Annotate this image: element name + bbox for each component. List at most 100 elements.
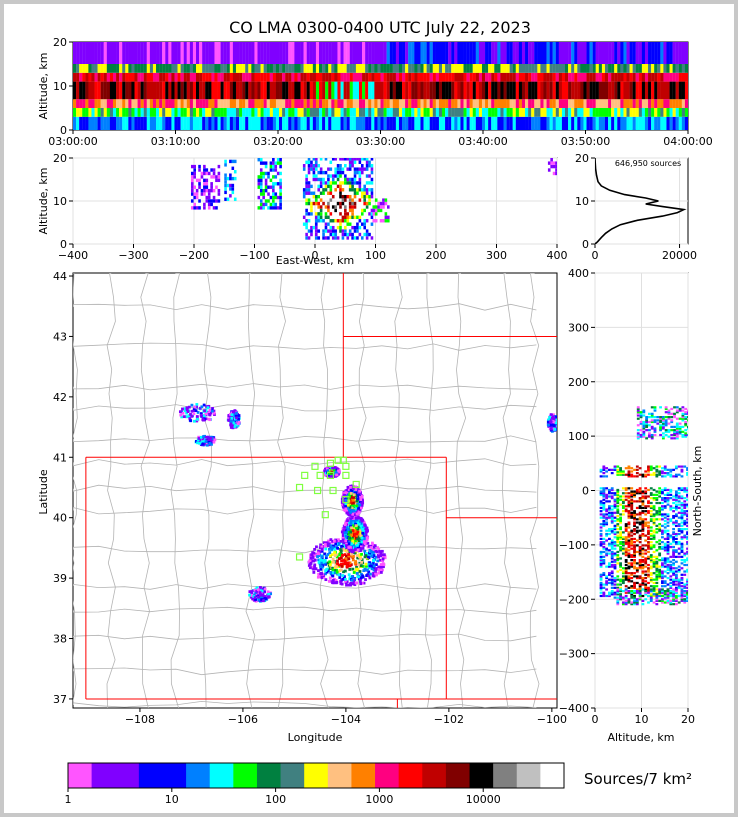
time-height-cell (466, 108, 470, 117)
time-height-cell (245, 64, 249, 73)
time-height-cell (454, 81, 458, 100)
time-height-cell (405, 81, 409, 100)
time-height-cell (592, 72, 596, 82)
ns-altitude-cell (610, 472, 614, 475)
plan-view-cell (334, 579, 338, 582)
county-line (73, 667, 537, 676)
time-height-cell (558, 81, 563, 100)
time-height-cell (242, 64, 246, 73)
ns-altitude-cell (686, 473, 688, 476)
time-height-cell (534, 42, 538, 64)
time-height-cell (586, 42, 590, 64)
time-height-cell (291, 99, 295, 108)
time-height-cell (429, 81, 433, 100)
time-height-cell (137, 116, 141, 130)
ew-altitude-cell (203, 171, 206, 176)
plan-view-cell (368, 576, 372, 580)
plan-view-cell (344, 505, 348, 509)
ns-altitude-cell (616, 472, 620, 475)
plan-view-cell (337, 573, 341, 577)
time-height-cell (76, 72, 80, 82)
ns-altitude-cell (681, 435, 685, 438)
ns-altitude-cell (653, 430, 657, 433)
ns-altitude-cell (653, 406, 657, 409)
time-height-cell (577, 116, 581, 130)
plan-view-cell (347, 511, 351, 514)
ns-altitude-cell (605, 475, 609, 478)
plan-view-cell (269, 592, 273, 596)
ns-altitude-cell (673, 437, 676, 440)
time-height-cell (435, 108, 440, 117)
time-height-cell (478, 99, 483, 108)
time-height-cell (528, 99, 532, 108)
time-height-cell (411, 72, 415, 82)
plan-view-cell (333, 571, 337, 575)
time-height-cell (248, 81, 252, 100)
time-height-cell (531, 108, 535, 117)
time-height-cell (669, 99, 673, 108)
time-height-cell (82, 108, 86, 117)
plan-view-cell (250, 595, 253, 599)
time-height-cell (208, 81, 212, 100)
ew-altitude-cell (363, 188, 366, 192)
ew-altitude-cell (193, 206, 196, 210)
ew-altitude-cell (374, 219, 378, 223)
ew-altitude-cell (198, 178, 201, 183)
time-height-cell (245, 108, 249, 117)
time-height-cell (73, 99, 77, 108)
time-height-cell (518, 108, 523, 117)
time-height-cell (438, 72, 443, 82)
time-height-cell (604, 108, 609, 117)
time-height-cell (291, 108, 295, 117)
ew-altitude-cell (358, 225, 362, 230)
time-height-cell (408, 99, 412, 108)
time-height-cell (162, 81, 166, 100)
ew-altitude-cell (272, 188, 275, 193)
plan-view-cell (209, 436, 213, 440)
time-height-cell (663, 108, 667, 117)
county-line (245, 273, 256, 708)
time-height-cell (174, 99, 178, 108)
plan-view-cell (199, 443, 203, 446)
time-height-cell (395, 64, 400, 73)
lma-station-marker (316, 471, 324, 479)
ew-altitude-cell (353, 236, 357, 240)
plan-view-ytick-label: 39 (53, 572, 67, 585)
time-height-cell (632, 72, 636, 82)
plan-view-cell (347, 573, 351, 577)
time-height-cell (352, 108, 357, 117)
plan-view-cell (344, 507, 348, 511)
time-height-cell (116, 116, 120, 130)
time-height-cell (109, 116, 114, 130)
ew-altitude-cell (339, 219, 342, 223)
time-height-cell (119, 81, 123, 100)
time-height-cell (365, 116, 369, 130)
time-height-cell (343, 42, 347, 64)
time-height-cell (648, 108, 652, 117)
plan-view-cell (324, 578, 328, 582)
ns-altitude-cell (645, 420, 649, 424)
plan-view-cell (552, 417, 555, 420)
ew-altitude-cell (356, 191, 359, 195)
plan-view-cell (371, 548, 375, 551)
ew-altitude-cell (329, 160, 333, 164)
time-height-cell (583, 64, 587, 73)
time-height-cell (122, 116, 126, 130)
time-height-cell (223, 99, 227, 108)
plan-view-cell (319, 567, 323, 571)
ns-altitude-cell (670, 412, 674, 415)
ew-altitude-cell (262, 175, 265, 179)
time-height-cell (626, 72, 630, 82)
plan-view-xtick-label: −102 (434, 713, 464, 726)
ew-altitude-cell (195, 206, 199, 210)
ew-altitude-cell (259, 158, 263, 162)
time-height-cell (128, 116, 132, 130)
ew-altitude-cell (279, 202, 282, 207)
ew-altitude-cell (370, 167, 374, 171)
time-height-cell (174, 116, 178, 130)
time-height-cell (623, 72, 627, 82)
ns-altitude-cell (661, 424, 665, 427)
plan-view-cell (379, 571, 383, 574)
time-height-cell (515, 99, 519, 108)
time-height-cell (337, 116, 341, 130)
